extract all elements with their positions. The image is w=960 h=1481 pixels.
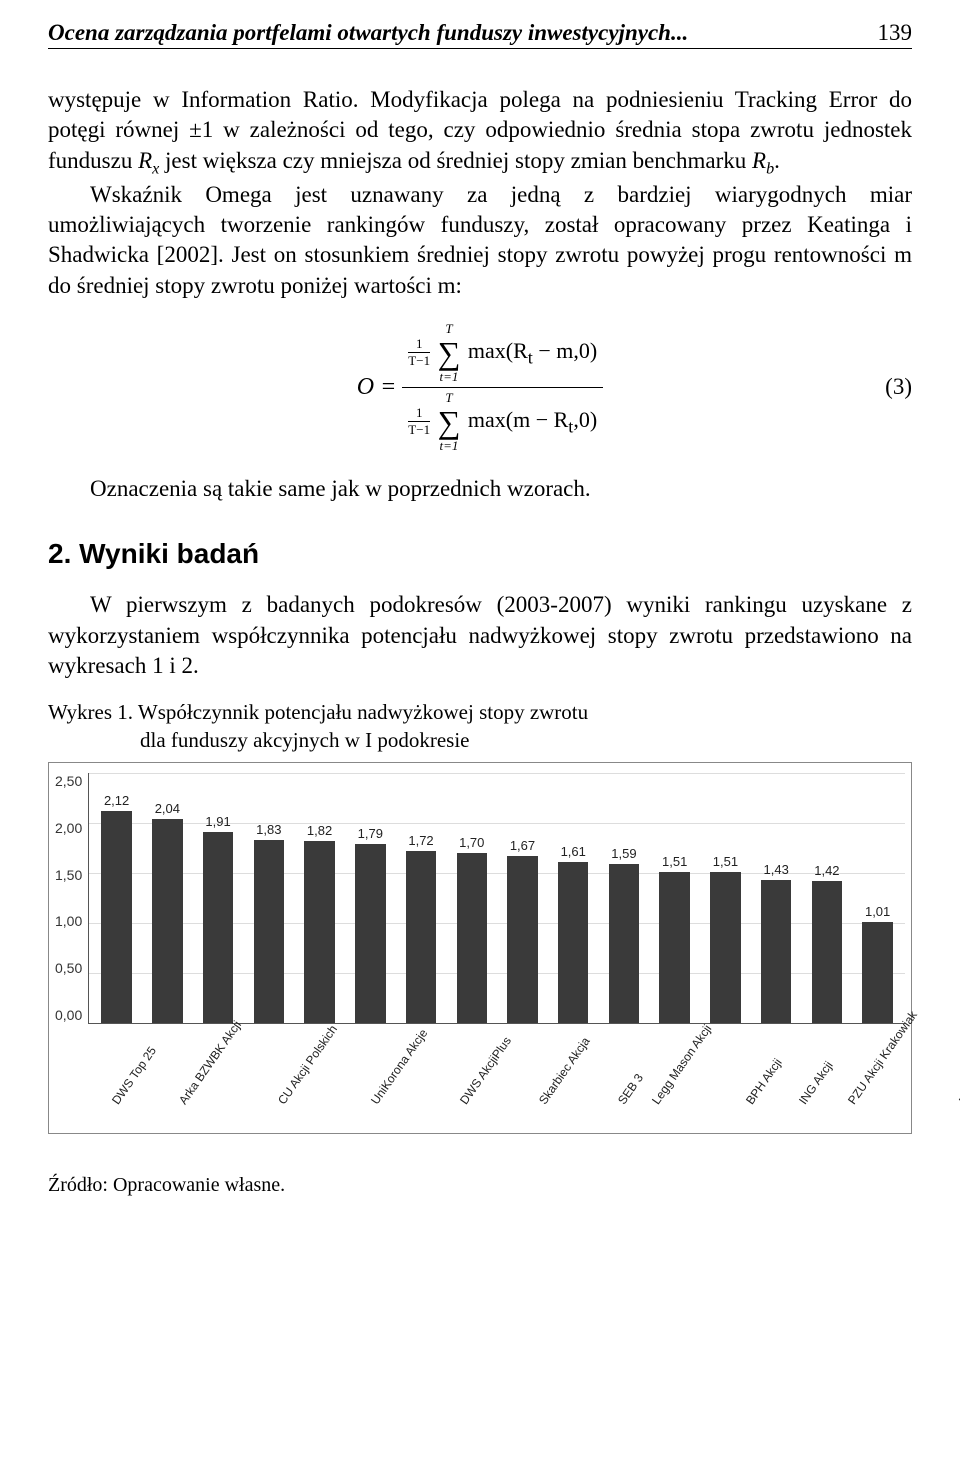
para1-c: . bbox=[774, 148, 780, 173]
y-tick-label: 1,50 bbox=[55, 867, 82, 883]
x-tick-label: DWS AkcjiPlus bbox=[457, 1034, 514, 1107]
body-text-block: występuje w Information Ratio. Modyfikac… bbox=[48, 85, 912, 301]
bar-column: 1,83 bbox=[243, 773, 294, 1023]
bar-column: 1,43 bbox=[751, 773, 802, 1023]
bar-value-label: 1,91 bbox=[193, 814, 244, 829]
eq-den-coeff: 1T−1 bbox=[408, 405, 430, 438]
bar-value-label: 1,42 bbox=[802, 863, 853, 878]
chart-1: 2,502,001,501,000,500,00 2,122,041,911,8… bbox=[48, 762, 912, 1134]
eq-num-coeff: 1T−1 bbox=[408, 336, 430, 369]
eq-num-max: max(Rt − m,0) bbox=[468, 338, 597, 363]
bar-column: 1,51 bbox=[649, 773, 700, 1023]
chart-y-axis: 2,50 2,00 1,50 1,00 0,50 0,00 bbox=[55, 773, 88, 1023]
bar bbox=[507, 856, 537, 1023]
chart-caption: Wykres 1. Współczynnik potencjału nadwyż… bbox=[48, 699, 912, 754]
bar-value-label: 1,61 bbox=[548, 844, 599, 859]
eq-den-max: max(m − Rt,0) bbox=[468, 407, 597, 432]
paragraph-1: występuje w Information Ratio. Modyfikac… bbox=[48, 85, 912, 180]
x-tick-label: BPH Akcji bbox=[743, 1056, 785, 1107]
bar-value-label: 1,51 bbox=[649, 854, 700, 869]
x-tick-label: Skarbiec Akcja bbox=[536, 1035, 593, 1107]
bar-value-label: 1,59 bbox=[599, 846, 650, 861]
bar-column: 1,82 bbox=[294, 773, 345, 1023]
y-tick-label: 0,50 bbox=[55, 960, 82, 976]
y-tick-label: 0,00 bbox=[55, 1007, 82, 1023]
x-tick-label: ING Akcji bbox=[796, 1059, 836, 1107]
bar bbox=[761, 880, 791, 1023]
bar-value-label: 1,72 bbox=[396, 833, 447, 848]
bar-column: 1,72 bbox=[396, 773, 447, 1023]
chart-plot-area: 2,122,041,911,831,821,791,721,701,671,61… bbox=[88, 773, 905, 1024]
y-tick-label: 1,00 bbox=[55, 913, 82, 929]
header-title: Ocena zarządzania portfelami otwartych f… bbox=[48, 20, 688, 46]
header-page-number: 139 bbox=[878, 20, 913, 46]
bar bbox=[152, 819, 182, 1023]
bar bbox=[101, 811, 131, 1023]
eq-den-sum: T∑t=1 bbox=[438, 390, 461, 454]
bar bbox=[862, 922, 892, 1023]
bar-value-label: 1,70 bbox=[446, 835, 497, 850]
bar-value-label: 1,43 bbox=[751, 862, 802, 877]
equation-number: (3) bbox=[885, 374, 912, 400]
y-tick-label: 2,50 bbox=[55, 773, 82, 789]
page-header: Ocena zarządzania portfelami otwartych f… bbox=[48, 20, 912, 49]
bar-column: 1,79 bbox=[345, 773, 396, 1023]
section-2-title: 2. Wyniki badań bbox=[48, 538, 912, 570]
bar bbox=[203, 832, 233, 1023]
bar-value-label: 1,82 bbox=[294, 823, 345, 838]
bar bbox=[457, 853, 487, 1023]
symbol-Rx: Rx bbox=[138, 148, 159, 173]
x-tick-label: Arka BZWBK Akcji bbox=[176, 1018, 244, 1107]
paragraph-2: Wskaźnik Omega jest uznawany za jedną z … bbox=[48, 180, 912, 301]
y-tick-label: 2,00 bbox=[55, 820, 82, 836]
symbol-Rb: Rb bbox=[752, 148, 774, 173]
bar-value-label: 1,67 bbox=[497, 838, 548, 853]
eq-num-sum: T∑t=1 bbox=[438, 321, 461, 385]
bar bbox=[406, 851, 436, 1023]
bar-column: 1,61 bbox=[548, 773, 599, 1023]
chart-x-axis: DWS Top 25Arka BZWBK AkcjiCU Akcji Polsk… bbox=[95, 1029, 905, 1129]
bar bbox=[558, 862, 588, 1023]
eq-fraction: 1T−1 T∑t=1 max(Rt − m,0) 1T−1 T∑t=1 max(… bbox=[402, 319, 603, 456]
paragraph-4: W pierwszym z badanych podokresów (2003-… bbox=[48, 590, 912, 681]
bar-column: 1,91 bbox=[193, 773, 244, 1023]
bar bbox=[609, 864, 639, 1023]
bar-column: 1,67 bbox=[497, 773, 548, 1023]
bar-value-label: 1,79 bbox=[345, 826, 396, 841]
bar-column: 1,01 bbox=[852, 773, 903, 1023]
bar bbox=[710, 872, 740, 1023]
bar bbox=[355, 844, 385, 1023]
bar-value-label: 1,83 bbox=[243, 822, 294, 837]
bar-column: 1,42 bbox=[802, 773, 853, 1023]
x-tick-label: CU Akcji Polskich bbox=[275, 1023, 340, 1108]
paragraph-3: Oznaczenia są takie same jak w poprzedni… bbox=[48, 474, 912, 504]
bar-column: 2,12 bbox=[91, 773, 142, 1023]
x-tick-label: Legg Mason Akcji bbox=[649, 1022, 714, 1107]
equation-3: O = 1T−1 T∑t=1 max(Rt − m,0) 1T−1 T∑t=1 … bbox=[48, 319, 912, 456]
bar-column: 2,04 bbox=[142, 773, 193, 1023]
x-tick-label: PKO/CS Akcji bbox=[956, 1039, 960, 1107]
x-tick-label: UniKorona Akcje bbox=[368, 1026, 430, 1107]
bar-value-label: 2,04 bbox=[142, 801, 193, 816]
bar-column: 1,51 bbox=[700, 773, 751, 1023]
bar bbox=[254, 840, 284, 1023]
para1-b: jest większa czy mniejsza od średniej st… bbox=[159, 148, 752, 173]
bar-value-label: 1,51 bbox=[700, 854, 751, 869]
eq-lhs: O = bbox=[357, 374, 397, 401]
bar-column: 1,59 bbox=[599, 773, 650, 1023]
bar bbox=[659, 872, 689, 1023]
bar-value-label: 1,01 bbox=[852, 904, 903, 919]
bar-column: 1,70 bbox=[446, 773, 497, 1023]
bar-value-label: 2,12 bbox=[91, 793, 142, 808]
bar bbox=[304, 841, 334, 1023]
x-tick-label: DWS Top 25 bbox=[109, 1044, 159, 1107]
source-note: Źródło: Opracowanie własne. bbox=[48, 1174, 912, 1197]
bar bbox=[812, 881, 842, 1023]
